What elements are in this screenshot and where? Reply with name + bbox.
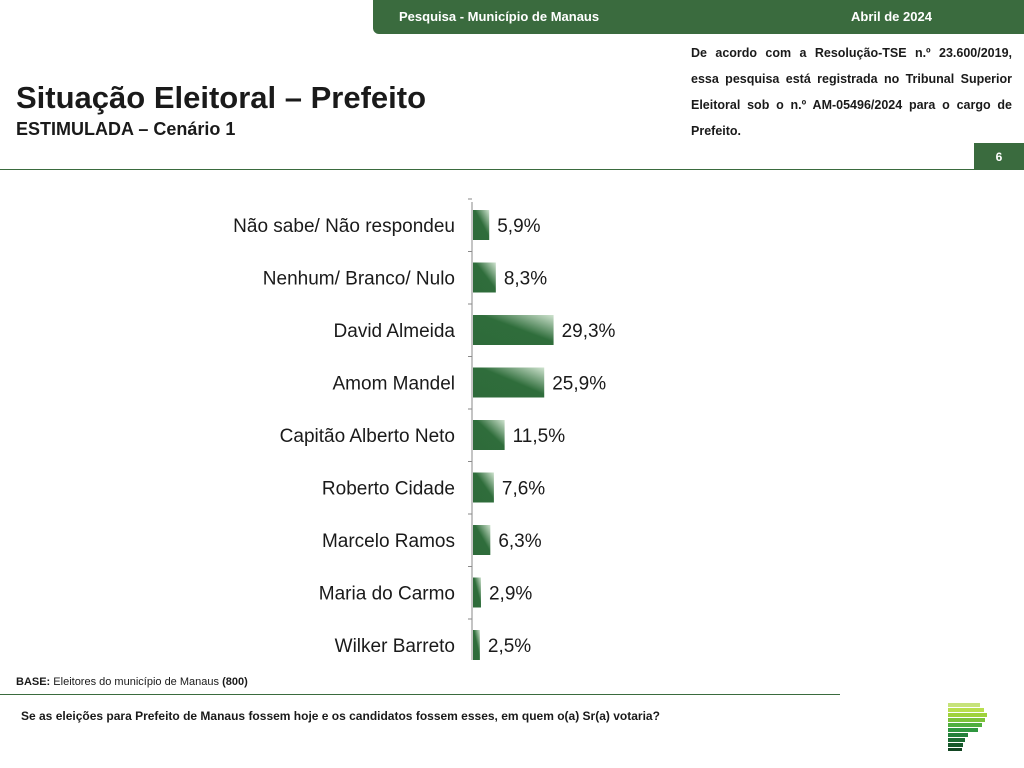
footer-divider	[0, 694, 840, 695]
category-label: Capitão Alberto Neto	[280, 426, 455, 447]
bar	[473, 420, 505, 450]
category-label: Maria do Carmo	[319, 584, 455, 605]
header-bar: Pesquisa - Município de Manaus Abril de …	[373, 0, 1024, 34]
base-note: BASE: Eleitores do município de Manaus (…	[16, 676, 248, 688]
page-number-badge: 6	[974, 143, 1024, 170]
bar	[473, 577, 481, 608]
data-label: 2,5%	[488, 636, 531, 657]
category-label: Nenhum/ Branco/ Nulo	[263, 269, 455, 290]
bar	[473, 262, 496, 293]
category-label: Amom Mandel	[333, 374, 456, 395]
data-label: 7,6%	[502, 479, 545, 500]
survey-date: Abril de 2024	[851, 9, 932, 24]
category-label: David Almeida	[334, 321, 456, 342]
category-label: Wilker Barreto	[335, 636, 455, 657]
data-label: 8,3%	[504, 269, 547, 290]
category-label: Não sabe/ Não respondeu	[233, 216, 455, 237]
survey-question: Se as eleições para Prefeito de Manaus f…	[21, 709, 660, 723]
category-label: Roberto Cidade	[322, 479, 455, 500]
bar	[473, 472, 494, 503]
registration-note: De acordo com a Resolução-TSE n.º 23.600…	[691, 46, 1012, 138]
base-label: BASE:	[16, 676, 51, 688]
bar	[473, 315, 554, 345]
page-title: Situação Eleitoral – Prefeito	[16, 80, 427, 115]
page-subtitle: ESTIMULADA – Cenário 1	[16, 119, 236, 139]
header-divider	[0, 169, 974, 170]
data-label: 11,5%	[513, 426, 566, 447]
survey-name: Pesquisa - Município de Manaus	[399, 9, 600, 24]
data-label: 25,9%	[552, 374, 606, 395]
bar	[473, 367, 545, 398]
category-label: Marcelo Ramos	[322, 531, 455, 552]
bar-chart: Não sabe/ Não respondeu 5,9% Nenhum/ Branc…	[233, 198, 616, 660]
base-text: Eleitores do município de Manaus	[50, 676, 223, 688]
bar	[473, 630, 480, 660]
data-label: 6,3%	[498, 531, 541, 552]
data-label: 2,9%	[489, 584, 532, 605]
bar	[473, 210, 490, 240]
data-label: 5,9%	[497, 216, 540, 237]
bar	[473, 525, 491, 555]
base-count: (800)	[222, 676, 248, 688]
data-label: 29,3%	[562, 321, 616, 342]
company-logo	[948, 703, 987, 751]
